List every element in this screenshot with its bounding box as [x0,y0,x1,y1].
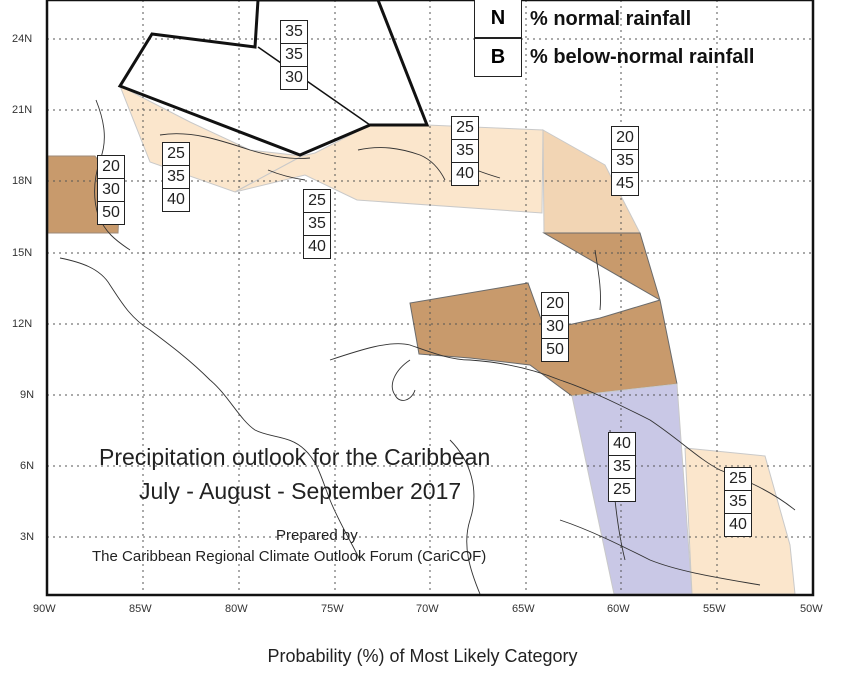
prob-value: 25 [163,143,189,166]
prob-value: 20 [612,127,638,150]
lat-label: 9N [20,389,35,401]
lat-label: 18N [12,175,33,187]
prob-value: 35 [304,213,330,236]
prob-value: 40 [456,165,474,182]
prob-box-belize: 20 30 50 [97,155,125,225]
prob-value: 45 [616,175,634,192]
legend-item-normal: N % normal rainfall [474,0,754,38]
legend-key: N [474,0,522,38]
map-subtitle: July - August - September 2017 [139,478,462,504]
footer-caption: Probability (%) of Most Likely Category [267,646,578,666]
prob-value: 25 [304,190,330,213]
prob-value: 40 [609,433,635,456]
legend: N % normal rainfall B % below-normal rai… [474,0,755,77]
legend-key: B [474,37,522,77]
prob-value: 50 [546,341,564,358]
legend-label: % normal rainfall [530,7,692,30]
lat-label: 12N [12,318,33,330]
prob-value: 25 [613,481,631,498]
prob-box-jamaica-south: 25 35 40 [303,189,331,259]
prob-value: 35 [609,456,635,479]
lat-label: 3N [20,531,35,543]
prob-value: 35 [281,21,307,44]
plot-frame [45,0,815,597]
prob-value: 30 [98,179,124,202]
lon-label: 55W [703,603,726,615]
prob-value: 40 [308,238,326,255]
lon-label: 80W [225,603,248,615]
lat-label: 24N [12,33,33,45]
prob-box-windward-abc: 20 30 50 [541,292,569,362]
lat-label: 6N [20,460,35,472]
map-title: Precipitation outlook for the Caribbean [99,444,491,470]
credit-line-1: Prepared by [276,527,358,544]
legend-label: % below-normal rainfall [530,45,755,68]
prob-box-cuba-jamaica: 25 35 40 [162,142,190,212]
prob-value: 35 [163,166,189,189]
prob-box-suriname-french-guiana: 25 35 40 [724,467,752,537]
lon-label: 90W [33,603,56,615]
prob-value: 30 [542,316,568,339]
prob-value: 35 [281,44,307,67]
lat-label: 15N [12,247,33,259]
lon-label: 75W [321,603,344,615]
lat-label: 21N [12,104,33,116]
prob-value: 35 [612,150,638,173]
lon-label: 50W [800,603,823,615]
prob-value: 35 [725,491,751,514]
prob-value: 40 [167,191,185,208]
prob-value: 20 [98,156,124,179]
prob-box-hispaniola-pr: 25 35 40 [451,116,479,186]
prob-box-guyana: 40 35 25 [608,432,636,502]
prob-value: 25 [452,117,478,140]
lon-label: 65W [512,603,535,615]
prob-value: 35 [452,140,478,163]
lon-label: 60W [607,603,630,615]
region-bahamas-cuba-outline [117,0,430,157]
lon-label: 85W [129,603,152,615]
prob-box-leeward-islands: 20 35 45 [611,126,639,196]
lon-label: 70W [416,603,439,615]
prob-value: 25 [725,468,751,491]
prob-value: 20 [542,293,568,316]
prob-box-bahamas: 35 35 30 [280,20,308,90]
prob-value: 40 [729,516,747,533]
credit-line-2: The Caribbean Regional Climate Outlook F… [92,548,487,565]
legend-item-below-normal: B % below-normal rainfall [474,37,755,77]
prob-value: 50 [102,204,120,221]
prob-value: 30 [285,69,303,86]
